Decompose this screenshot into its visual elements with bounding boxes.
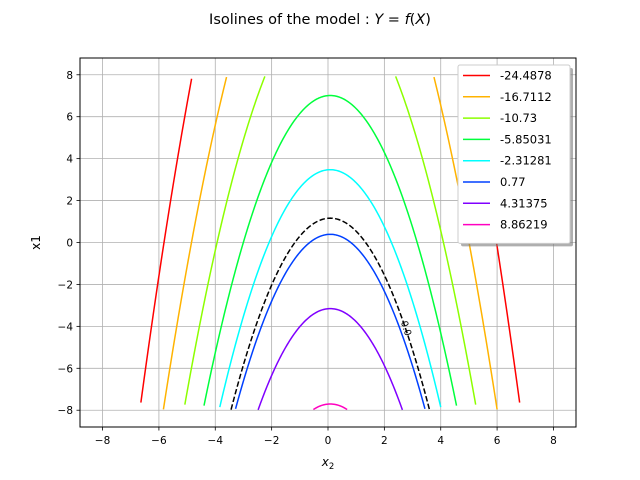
y-tick-label: −8	[58, 405, 73, 417]
isoline-curve	[257, 307, 404, 411]
x-tick-label: 0	[325, 435, 332, 447]
legend-label: -2.31281	[500, 154, 552, 168]
y-tick-label: 0	[66, 238, 73, 250]
legend-label: -10.73	[500, 111, 537, 125]
isoline-curve	[312, 403, 348, 411]
legend-label: -24.4878	[500, 69, 552, 83]
threshold-label: 0.0	[398, 320, 413, 338]
y-tick-label: −4	[58, 321, 74, 333]
threshold-isoline	[230, 217, 431, 410]
x-tick-label: 8	[550, 435, 557, 447]
y-tick-label: 6	[66, 112, 73, 124]
y-tick-label: 8	[66, 70, 73, 82]
x-tick-label: −6	[151, 435, 167, 447]
x-tick-label: −8	[95, 435, 110, 447]
x-tick-label: 4	[437, 435, 444, 447]
legend-label: 8.86219	[500, 218, 548, 232]
y-tick-label: −6	[58, 363, 74, 375]
isoline-curve	[219, 168, 442, 408]
isoline-curve	[184, 76, 477, 405]
isoline-curve	[203, 94, 458, 406]
legend: -24.4878 -16.7112 -10.73 -5.85031 -2.31281 0.…	[457, 64, 573, 247]
y-tick-label: 2	[66, 196, 73, 208]
isoline-curve	[234, 233, 426, 409]
x-tick-label: 2	[381, 435, 388, 447]
x-tick-label: −4	[208, 435, 224, 447]
legend-label: 0.77	[500, 175, 526, 189]
x-axis-label: x2	[321, 455, 335, 472]
legend-label: -16.7112	[500, 90, 552, 104]
x-tick-label: −2	[264, 435, 279, 447]
plot-area: 0.0 −8 −6 −4 −2 0 2 4 6 8 −8 −6 −4 −2 0 2 4 6 8 x2 x1 -24…	[29, 57, 577, 472]
legend-label: 4.31375	[500, 196, 548, 210]
y-tick-label: −2	[58, 279, 73, 291]
axis-ticks: −8 −6 −4 −2 0 2 4 6 8 −8 −6 −4 −2 0 2 4 6 8	[58, 70, 557, 447]
chart-title: Isolines of the model : Y = f(X)	[209, 12, 431, 28]
legend-box	[457, 64, 571, 244]
y-axis-label: x1	[29, 235, 43, 250]
y-tick-label: 4	[66, 154, 73, 166]
legend-label: -5.85031	[500, 132, 552, 146]
x-tick-label: 6	[494, 435, 501, 447]
